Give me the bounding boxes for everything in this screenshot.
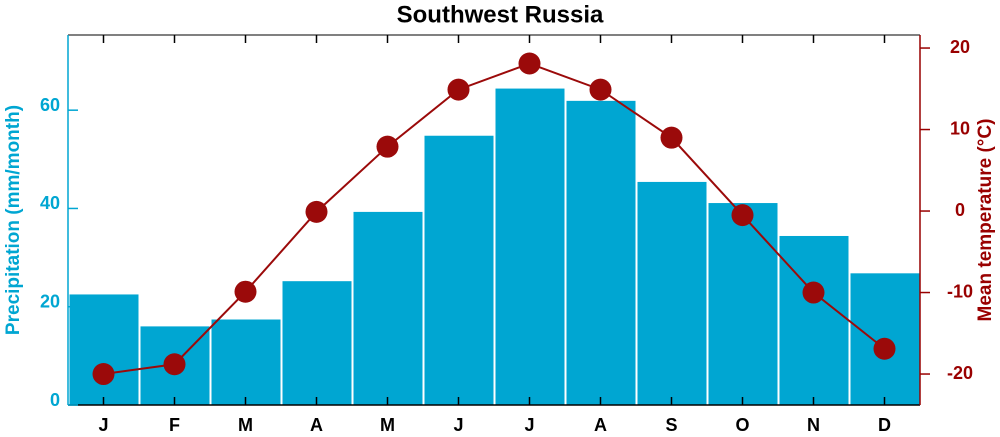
x-tick-label: J xyxy=(524,415,534,435)
marker xyxy=(447,78,470,101)
chart-title: Southwest Russia xyxy=(397,1,604,28)
y2-tick-label: -20 xyxy=(947,363,973,383)
x-tick-label: S xyxy=(665,415,677,435)
marker xyxy=(660,126,683,149)
y2-axis-label: Mean temperature (°C) xyxy=(975,119,996,322)
y-tick-label: 60 xyxy=(40,95,60,115)
x-tick-label: N xyxy=(807,415,820,435)
line xyxy=(103,62,886,376)
x-tick-label: A xyxy=(594,415,607,435)
bar xyxy=(281,280,353,406)
bar xyxy=(707,202,779,406)
x-tick-label: D xyxy=(878,415,891,435)
marker xyxy=(234,280,257,303)
x-tick-label: M xyxy=(380,415,395,435)
y2-tick-label: 20 xyxy=(950,37,970,57)
y2-tick-label: 10 xyxy=(950,118,970,138)
marker xyxy=(802,281,825,304)
bar xyxy=(636,180,708,406)
y-tick-label: 20 xyxy=(40,291,60,311)
x-tick-label: F xyxy=(169,415,180,435)
bar xyxy=(423,134,495,406)
y-tick-label: 40 xyxy=(40,193,60,213)
marker xyxy=(589,78,612,101)
marker xyxy=(305,200,328,223)
bar xyxy=(494,87,566,406)
x-tick-label: J xyxy=(453,415,463,435)
bar xyxy=(565,99,637,406)
marker xyxy=(376,135,399,158)
bar xyxy=(210,318,282,406)
marker xyxy=(518,52,541,75)
marker xyxy=(873,337,896,360)
y2-tick-label: -10 xyxy=(947,281,973,301)
marker xyxy=(163,353,186,376)
x-tick-label: J xyxy=(98,415,108,435)
bar xyxy=(352,210,424,406)
y2-tick-label: 0 xyxy=(955,200,965,220)
marker xyxy=(92,363,115,386)
marker xyxy=(731,204,754,227)
y-axis-label: Precipitation (mm/month) xyxy=(3,105,24,335)
x-tick-label: M xyxy=(238,415,253,435)
bar xyxy=(778,234,850,406)
x-tick-label: O xyxy=(735,415,749,435)
y-tick-label: 0 xyxy=(50,390,60,410)
x-tick-label: A xyxy=(310,415,323,435)
bar xyxy=(68,293,140,406)
